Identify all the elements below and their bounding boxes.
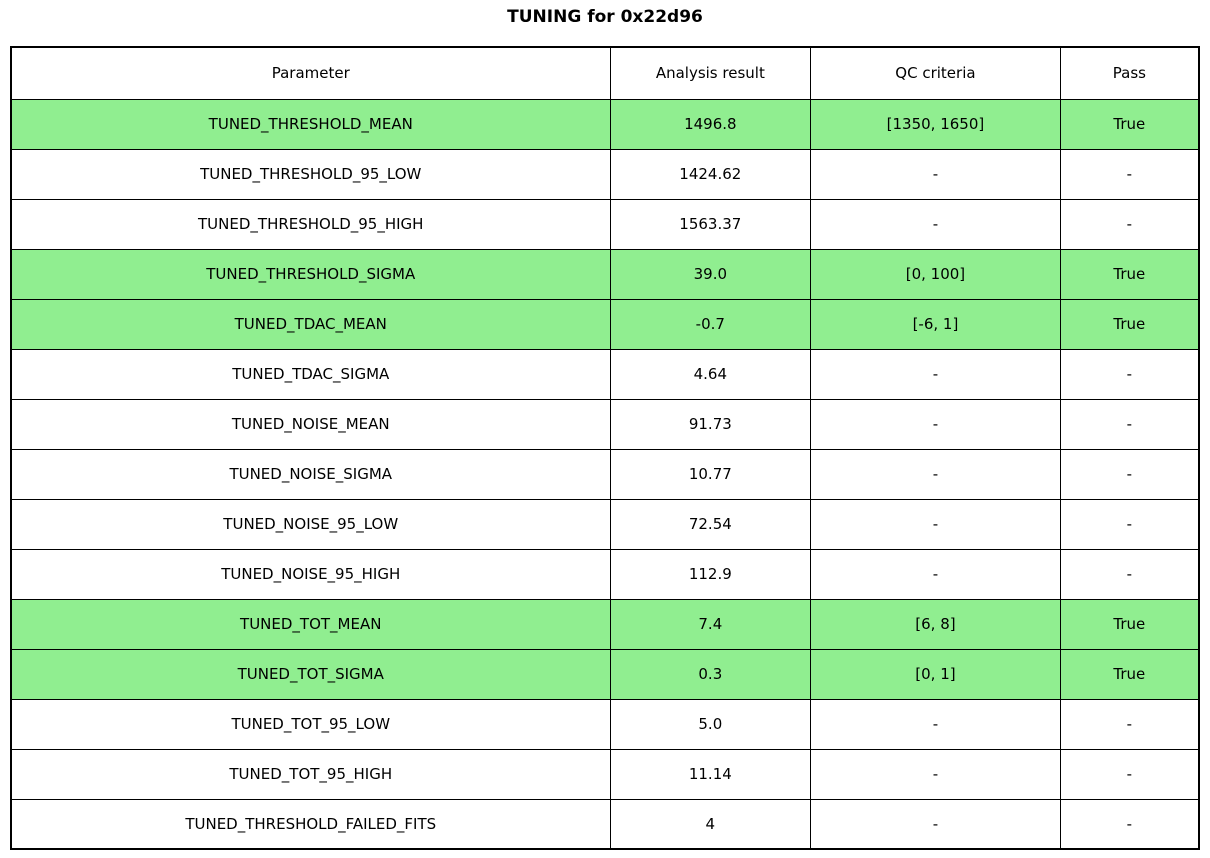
table-row: TUNED_TOT_MEAN 7.4 [6, 8] True bbox=[10, 598, 1200, 650]
table-row: TUNED_THRESHOLD_SIGMA 39.0 [0, 100] True bbox=[10, 248, 1200, 300]
table-header: Parameter Analysis result QC criteria Pa… bbox=[10, 46, 1200, 100]
parameter-cell: TUNED_THRESHOLD_FAILED_FITS bbox=[10, 798, 611, 850]
parameter-cell: TUNED_TOT_SIGMA bbox=[10, 648, 611, 700]
table-row: TUNED_TOT_95_HIGH 11.14- - bbox=[10, 748, 1200, 800]
qc-criteria-cell: - bbox=[810, 198, 1061, 250]
analysis-result-cell: 39.0 bbox=[609, 248, 812, 300]
pass-cell: - bbox=[1059, 348, 1200, 400]
analysis-result-cell: 7.4 bbox=[609, 598, 812, 650]
parameter-cell: TUNED_NOISE_SIGMA bbox=[10, 448, 611, 500]
pass-cell: True bbox=[1059, 248, 1200, 300]
analysis-result-cell: 5.0 bbox=[609, 698, 812, 750]
qc-criteria-cell: [1350, 1650] bbox=[810, 98, 1061, 150]
parameter-cell: TUNED_TOT_MEAN bbox=[10, 598, 611, 650]
parameter-cell: TUNED_THRESHOLD_MEAN bbox=[10, 98, 611, 150]
qc-criteria-cell: [6, 8] bbox=[810, 598, 1061, 650]
analysis-result-cell: -0.7 bbox=[609, 298, 812, 350]
parameter-cell: TUNED_TDAC_MEAN bbox=[10, 298, 611, 350]
parameter-cell: TUNED_NOISE_95_HIGH bbox=[10, 548, 611, 600]
qc-criteria-cell: - bbox=[810, 448, 1061, 500]
qc-criteria-cell: - bbox=[810, 148, 1061, 200]
table-row: TUNED_TOT_95_LOW 5.0- - bbox=[10, 698, 1200, 750]
analysis-result-cell: 1424.62 bbox=[609, 148, 812, 200]
pass-cell: - bbox=[1059, 548, 1200, 600]
table-row: TUNED_THRESHOLD_MEAN 1496.8 [1350, 1650] Tr… bbox=[10, 98, 1200, 150]
column-header-analysis-result: Analysis result bbox=[609, 46, 812, 100]
parameter-cell: TUNED_TOT_95_LOW bbox=[10, 698, 611, 750]
qc-criteria-cell: [0, 1] bbox=[810, 648, 1061, 700]
parameter-cell: TUNED_THRESHOLD_95_LOW bbox=[10, 148, 611, 200]
analysis-result-cell: 72.54 bbox=[609, 498, 812, 550]
analysis-result-cell: 4 bbox=[609, 798, 812, 850]
column-header-parameter: Parameter bbox=[10, 46, 611, 100]
table-row: TUNED_TDAC_MEAN -0.7 [-6, 1] True bbox=[10, 298, 1200, 350]
pass-cell: - bbox=[1059, 748, 1200, 800]
analysis-result-cell: 4.64 bbox=[609, 348, 812, 400]
parameter-cell: TUNED_NOISE_95_LOW bbox=[10, 498, 611, 550]
pass-cell: True bbox=[1059, 98, 1200, 150]
table-row: TUNED_TDAC_SIGMA 4.64- - bbox=[10, 348, 1200, 400]
table-row: TUNED_NOISE_95_LOW 72.54- - bbox=[10, 498, 1200, 550]
table-row: TUNED_TOT_SIGMA 0.3 [0, 1] True bbox=[10, 648, 1200, 700]
pass-cell: - bbox=[1059, 198, 1200, 250]
column-header-pass: Pass bbox=[1059, 46, 1200, 100]
analysis-result-cell: 1563.37 bbox=[609, 198, 812, 250]
table-row: TUNED_THRESHOLD_95_LOW 1424.62- - bbox=[10, 148, 1200, 200]
table-row: TUNED_NOISE_MEAN 91.73- - bbox=[10, 398, 1200, 450]
parameter-cell: TUNED_TDAC_SIGMA bbox=[10, 348, 611, 400]
analysis-result-cell: 112.9 bbox=[609, 548, 812, 600]
qc-criteria-cell: [0, 100] bbox=[810, 248, 1061, 300]
qc-criteria-cell: - bbox=[810, 498, 1061, 550]
column-header-qc-criteria: QC criteria bbox=[810, 46, 1061, 100]
qc-criteria-cell: - bbox=[810, 348, 1061, 400]
pass-cell: True bbox=[1059, 648, 1200, 700]
qc-criteria-cell: - bbox=[810, 798, 1061, 850]
analysis-result-cell: 11.14 bbox=[609, 748, 812, 800]
table-body: TUNED_THRESHOLD_MEAN 1496.8 [1350, 1650] Tr… bbox=[10, 98, 1200, 850]
header-row: Parameter Analysis result QC criteria Pa… bbox=[10, 46, 1200, 100]
pass-cell: - bbox=[1059, 398, 1200, 450]
pass-cell: True bbox=[1059, 298, 1200, 350]
parameter-cell: TUNED_TOT_95_HIGH bbox=[10, 748, 611, 800]
analysis-result-cell: 1496.8 bbox=[609, 98, 812, 150]
page-title: TUNING for 0x22d96 bbox=[507, 7, 703, 27]
pass-cell: - bbox=[1059, 148, 1200, 200]
pass-cell: - bbox=[1059, 698, 1200, 750]
table-row: TUNED_THRESHOLD_FAILED_FITS 4- - bbox=[10, 798, 1200, 850]
table-row: TUNED_NOISE_95_HIGH 112.9- - bbox=[10, 548, 1200, 600]
qc-criteria-cell: - bbox=[810, 748, 1061, 800]
qc-criteria-cell: - bbox=[810, 698, 1061, 750]
parameter-cell: TUNED_NOISE_MEAN bbox=[10, 398, 611, 450]
pass-cell: True bbox=[1059, 598, 1200, 650]
pass-cell: - bbox=[1059, 798, 1200, 850]
qc-criteria-cell: - bbox=[810, 548, 1061, 600]
qc-results-table: Parameter Analysis result QC criteria Pa… bbox=[10, 46, 1200, 850]
parameter-cell: TUNED_THRESHOLD_SIGMA bbox=[10, 248, 611, 300]
qc-criteria-cell: - bbox=[810, 398, 1061, 450]
analysis-result-cell: 91.73 bbox=[609, 398, 812, 450]
qc-criteria-cell: [-6, 1] bbox=[810, 298, 1061, 350]
analysis-result-cell: 10.77 bbox=[609, 448, 812, 500]
table-row: TUNED_NOISE_SIGMA 10.77- - bbox=[10, 448, 1200, 500]
pass-cell: - bbox=[1059, 448, 1200, 500]
analysis-result-cell: 0.3 bbox=[609, 648, 812, 700]
pass-cell: - bbox=[1059, 498, 1200, 550]
table-row: TUNED_THRESHOLD_95_HIGH 1563.37- - bbox=[10, 198, 1200, 250]
parameter-cell: TUNED_THRESHOLD_95_HIGH bbox=[10, 198, 611, 250]
